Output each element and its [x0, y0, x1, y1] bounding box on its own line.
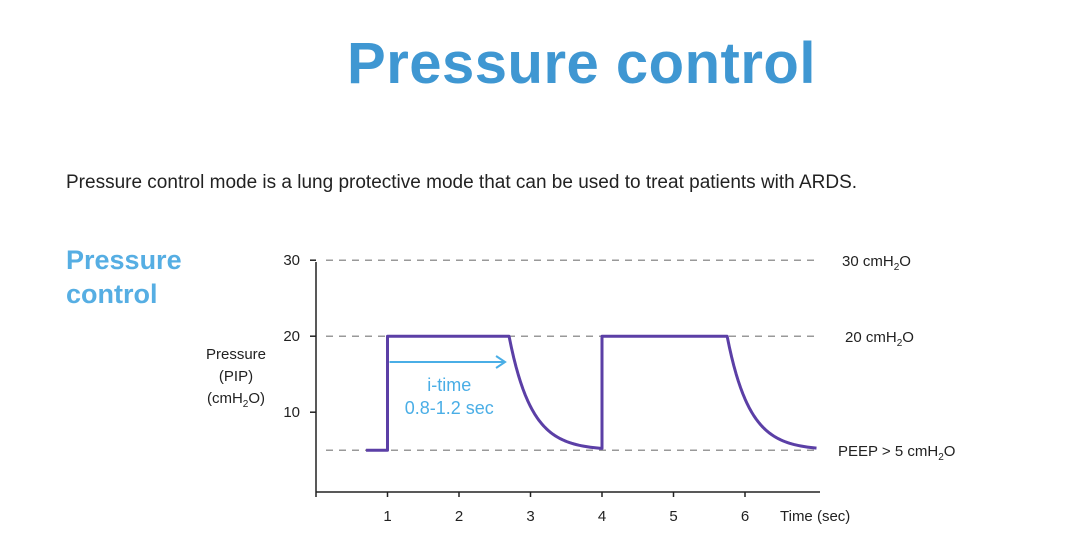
- i-time-label: i-time: [427, 375, 471, 395]
- x-tick-label-1: 1: [383, 508, 391, 525]
- pressure-waveform-line: [366, 334, 817, 452]
- waveform: [366, 334, 817, 452]
- y-tick-label-10: 10: [283, 404, 300, 421]
- x-tick-label-4: 4: [598, 508, 606, 525]
- y-label-main: (cmH: [207, 390, 243, 407]
- section-title-line2: control: [66, 279, 158, 309]
- reference-lines: 30 cmH2O 20 cmH2O PEEP > 5 cmH2O: [326, 253, 955, 463]
- x-axis-label: Time (sec): [780, 508, 850, 525]
- x-tick-label-5: 5: [669, 508, 677, 525]
- y-tick-label-30: 30: [283, 252, 300, 269]
- section-title-line1: Pressure: [66, 245, 182, 275]
- reference-label-30: 30 cmH2O: [842, 253, 911, 273]
- y-label-line2: (PIP): [219, 368, 253, 385]
- axes: [315, 262, 820, 497]
- x-tick-label-2: 2: [455, 508, 463, 525]
- y-axis-label: Pressure (PIP) (cmH2O): [206, 346, 266, 410]
- ticks: 1 2 3 4 5 6 30 20 10: [283, 252, 749, 525]
- reference-label-20: 20 cmH2O: [845, 329, 914, 349]
- y-tick-label-20: 20: [283, 328, 300, 345]
- i-time-range: 0.8-1.2 sec: [405, 398, 494, 418]
- i-time-arrowhead: [495, 355, 507, 369]
- section-title: Pressure control: [66, 243, 226, 311]
- page-title: Pressure control: [347, 31, 816, 96]
- x-tick-label-6: 6: [741, 508, 749, 525]
- x-tick-label-3: 3: [526, 508, 534, 525]
- i-time-annotation: i-time 0.8-1.2 sec: [389, 355, 507, 418]
- reference-label-5: PEEP > 5 cmH2O: [838, 443, 955, 463]
- intro-text: Pressure control mode is a lung protecti…: [66, 172, 858, 193]
- y-label-tail: O): [248, 390, 265, 407]
- y-label-sub: 2: [243, 399, 249, 410]
- y-label-line3: (cmH2O): [207, 390, 265, 410]
- y-label-line1: Pressure: [206, 346, 266, 363]
